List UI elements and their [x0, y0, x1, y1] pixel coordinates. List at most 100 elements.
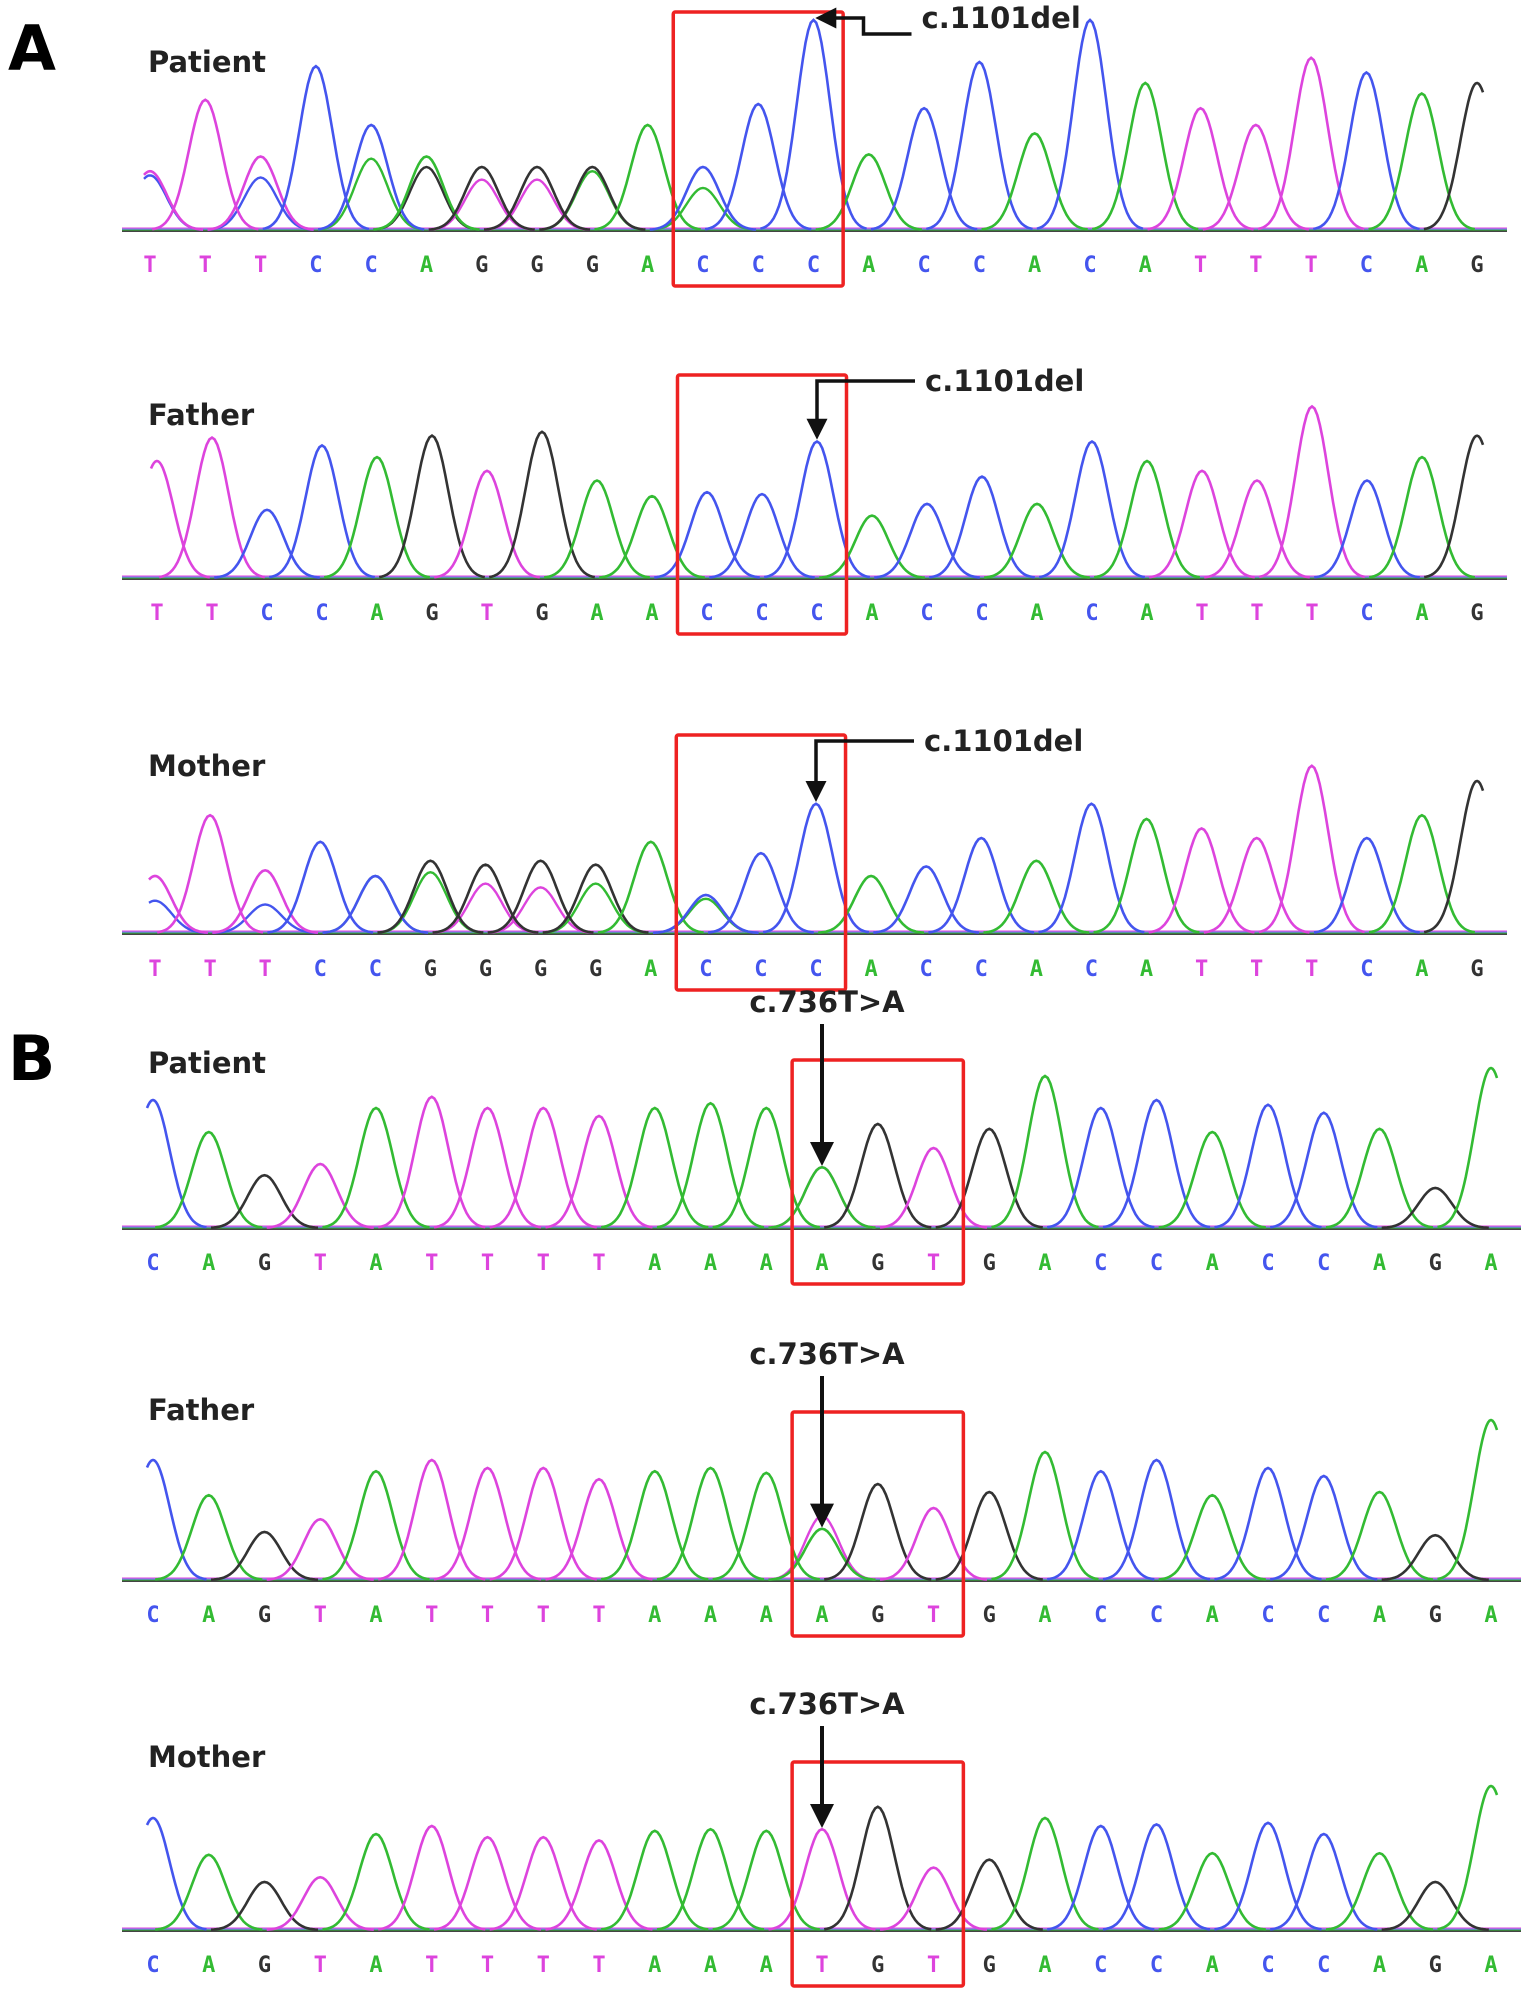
base-call: A	[369, 1953, 382, 1978]
peak	[654, 490, 760, 579]
base-call: C	[315, 601, 328, 626]
base-call: C	[1085, 601, 1098, 626]
base-call: T	[1250, 601, 1263, 626]
peak	[760, 18, 867, 230]
base-call: C	[1150, 1603, 1163, 1628]
peak	[984, 502, 1090, 579]
base-call: T	[481, 1251, 494, 1276]
peak	[768, 1527, 876, 1581]
peak	[928, 836, 1035, 934]
peak	[935, 1127, 1043, 1229]
base-call: T	[927, 1603, 940, 1628]
peak	[488, 430, 596, 579]
base-call: C	[1261, 1603, 1274, 1628]
base-call: A	[645, 601, 658, 626]
peak	[210, 1530, 319, 1581]
secondary-peak	[143, 174, 204, 231]
peak	[378, 433, 486, 579]
base-call: T	[425, 1603, 438, 1628]
peak	[1091, 81, 1199, 231]
peak	[377, 1095, 486, 1229]
base-call: A	[815, 1603, 828, 1628]
secondary-peak	[432, 882, 539, 934]
base-call: G	[871, 1953, 884, 1978]
peak	[373, 155, 480, 231]
peak	[1368, 455, 1476, 579]
base-call: A	[1038, 1953, 1051, 1978]
peak	[1214, 1821, 1322, 1931]
base-call: C	[1083, 253, 1096, 278]
base-call: A	[760, 1603, 773, 1628]
peak	[545, 1477, 653, 1581]
base-call: G	[535, 601, 548, 626]
base-call: G	[871, 1603, 884, 1628]
peak	[433, 1466, 542, 1581]
base-call: C	[917, 253, 930, 278]
base-call: G	[983, 1953, 996, 1978]
base-call: T	[259, 957, 272, 982]
peak	[322, 1832, 430, 1931]
section-a: A Patient T T T C C A G G G A C C C A C C A C A T T T C A Gc.1101d…	[8, 1, 1507, 992]
base-call: C	[1150, 1953, 1163, 1978]
base-call: C	[920, 601, 933, 626]
peak	[143, 169, 204, 231]
peak	[1314, 479, 1420, 579]
peak	[600, 1106, 709, 1229]
peak	[212, 868, 319, 934]
variant-highlight-box	[674, 733, 848, 992]
base-call: T	[1305, 253, 1318, 278]
peak	[207, 155, 314, 231]
base-call: C	[975, 601, 988, 626]
base-call: G	[983, 1251, 996, 1276]
peak	[1437, 1784, 1499, 1931]
peak	[1204, 479, 1310, 579]
peak	[815, 153, 922, 231]
peak	[1093, 817, 1200, 934]
peak	[544, 479, 650, 579]
peak	[597, 840, 704, 934]
base-call: A	[202, 1251, 215, 1276]
peak	[148, 874, 209, 934]
peak	[377, 1458, 486, 1581]
peak	[1257, 56, 1365, 231]
peak	[879, 1506, 988, 1581]
secondary-peak	[487, 886, 594, 934]
peak	[599, 494, 705, 579]
variant-label: c.736T>A	[749, 1687, 905, 1721]
track-label: Mother	[148, 749, 266, 783]
peak	[991, 1450, 1099, 1581]
peak	[1437, 1418, 1499, 1581]
peak	[1270, 1111, 1378, 1229]
variant-highlight-box	[790, 1760, 966, 1988]
base-call: C	[1085, 957, 1098, 982]
peak	[1214, 1466, 1322, 1581]
base-call: A	[1206, 1251, 1219, 1276]
secondary-peak	[207, 176, 314, 231]
base-call: T	[481, 1953, 494, 1978]
track-label: Father	[148, 1393, 255, 1427]
base-call: G	[983, 1603, 996, 1628]
peak	[874, 502, 980, 579]
base-call: T	[203, 957, 216, 982]
base-call: A	[369, 1251, 382, 1276]
base-call: C	[752, 253, 765, 278]
base-call: A	[590, 601, 603, 626]
peak	[268, 443, 376, 579]
peak	[214, 508, 320, 579]
base-call: C	[146, 1603, 159, 1628]
secondary-peak	[649, 186, 757, 231]
base-call: T	[537, 1953, 550, 1978]
base-call: T	[148, 957, 161, 982]
peak	[709, 492, 815, 579]
base-call: A	[1415, 253, 1428, 278]
peak	[489, 1835, 597, 1931]
base-call: A	[815, 1251, 828, 1276]
section-b: B Patient C A G T A T T T T A A A A G T G A C C A C C A G Ac.736T>…	[8, 985, 1521, 1988]
base-call: G	[1470, 957, 1483, 982]
peak	[1325, 1490, 1434, 1581]
base-call: A	[648, 1953, 661, 1978]
base-call: C	[1261, 1953, 1274, 1978]
base-call: T	[927, 1251, 940, 1276]
track-patient: Patient T T T C C A G G G A C C C A C C A C A T T T C A Gc.1101de…	[122, 1, 1507, 288]
